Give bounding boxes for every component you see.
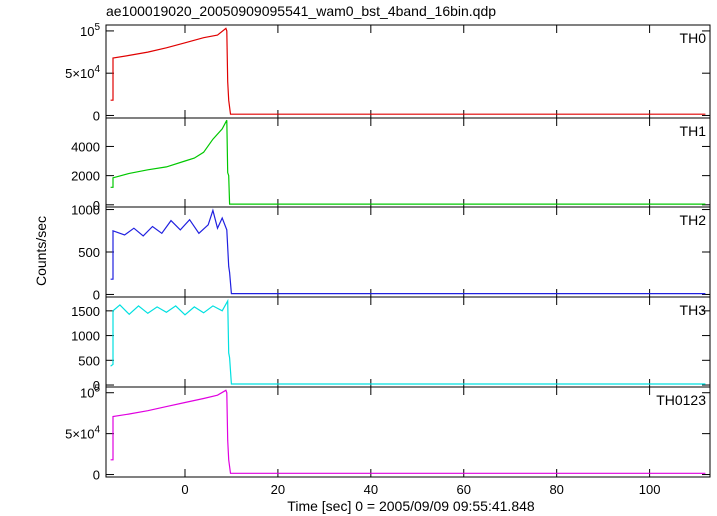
y-tick-label: 500 <box>78 245 100 260</box>
panel-frame <box>105 386 711 478</box>
y-tick-label: 0 <box>93 198 100 213</box>
y-tick-label: 0 <box>93 468 100 483</box>
panel-th0123: 0 5×104 105 TH0123 <box>65 384 711 483</box>
series-th0 <box>110 27 706 115</box>
panel-th3: 0 500 1000 1500 TH3 <box>71 296 711 393</box>
panel-frame <box>105 24 711 119</box>
y-tick-label: 5×104 <box>65 425 100 442</box>
series-th1 <box>110 119 706 205</box>
y-tick-label: 0 <box>93 108 100 123</box>
x-axis-label: Time [sec] 0 = 2005/09/09 09:55:41.848 <box>287 498 535 514</box>
x-tick-label: 40 <box>364 482 378 497</box>
panels-layer: 0 5×104 105 TH0 0 2000 4000 TH1 0 500 1000 TH2 0 500 1… <box>65 22 711 483</box>
y-tick-label: 5×104 <box>65 64 100 81</box>
x-tick-label: 80 <box>549 482 563 497</box>
series-th0123 <box>110 389 706 474</box>
x-axis: 0 20 40 60 80 100 <box>181 482 660 497</box>
panel-label-th0123: TH0123 <box>656 392 706 408</box>
y-tick-label: 0 <box>93 287 100 302</box>
panel-th1: 0 2000 4000 TH1 <box>71 117 711 213</box>
x-tick-label: 20 <box>271 482 285 497</box>
y-tick-label: 1000 <box>71 329 100 344</box>
panel-label-th3: TH3 <box>680 302 707 318</box>
panel-label-th0: TH0 <box>680 30 707 46</box>
series-th3 <box>110 298 706 385</box>
panel-frame <box>105 296 711 388</box>
panel-label-th1: TH1 <box>680 123 707 139</box>
chart-title: ae100019020_20050909095541_wam0_bst_4ban… <box>106 3 497 19</box>
x-tick-label: 100 <box>639 482 661 497</box>
y-tick-label: 2000 <box>71 169 100 184</box>
y-tick-label: 0 <box>93 378 100 393</box>
y-tick-label: 1000 <box>71 203 100 218</box>
y-tick-label: 4000 <box>71 139 100 154</box>
panel-th2: 0 500 1000 TH2 <box>71 203 711 302</box>
x-tick-label: 60 <box>457 482 471 497</box>
panel-frame <box>105 206 711 298</box>
y-tick-label: 105 <box>80 22 100 39</box>
x-tick-label: 0 <box>181 482 188 497</box>
y-tick-label: 105 <box>80 384 100 401</box>
panel-label-th2: TH2 <box>680 212 707 228</box>
y-tick-label: 1500 <box>71 304 100 319</box>
series-th2 <box>110 208 706 295</box>
panel-frame <box>105 117 711 208</box>
y-axis-label: Counts/sec <box>33 216 49 286</box>
panel-th0: 0 5×104 105 TH0 <box>65 22 711 123</box>
y-tick-label: 500 <box>78 353 100 368</box>
